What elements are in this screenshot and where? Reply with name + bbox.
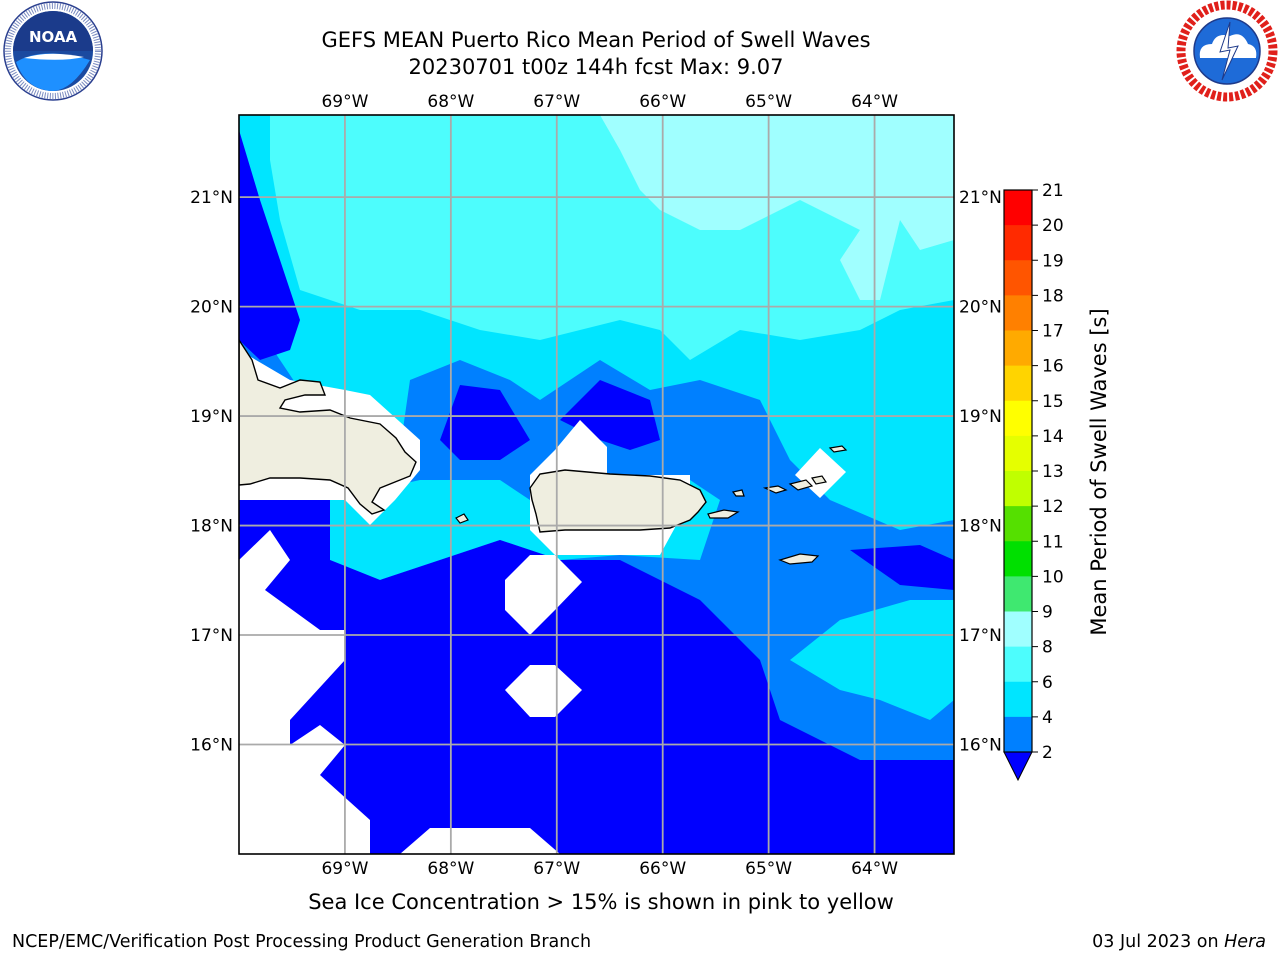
colorbar-tick-label: 19 — [1042, 251, 1064, 271]
colorbar-band — [1004, 646, 1032, 683]
lon-tick-label-top: 67°W — [533, 92, 580, 112]
map-border — [238, 114, 955, 855]
colorbar-tick-label: 10 — [1042, 567, 1064, 587]
colorbar-tick-label: 14 — [1042, 427, 1064, 447]
colorbar-tick-label: 4 — [1042, 708, 1053, 728]
lat-tick-label-right: 20°N — [959, 298, 1002, 318]
colorbar-band — [1004, 190, 1032, 226]
tortola-island — [788, 479, 814, 491]
swell-band-below-2 — [239, 500, 954, 854]
colorbar-tick-label: 16 — [1042, 357, 1064, 377]
lat-tick-label-right: 17°N — [959, 626, 1002, 646]
vieques-island — [707, 509, 740, 519]
colorbar-tick-label: 17 — [1042, 322, 1064, 342]
swell-band-4-6-east — [790, 600, 954, 720]
colorbar-band — [1004, 506, 1032, 542]
lon-tick-label-bottom: 65°W — [745, 859, 792, 879]
missing-data-south — [400, 828, 560, 854]
chart-title: GEFS MEAN Puerto Rico Mean Period of Swe… — [321, 28, 871, 52]
lon-tick-label-top: 64°W — [851, 92, 898, 112]
colorbar-band — [1004, 681, 1032, 718]
colorbar-tick-label: 11 — [1042, 532, 1064, 552]
colorbar-band — [1004, 471, 1032, 507]
colorbar-band — [1004, 295, 1032, 331]
missing-data-hole1 — [505, 555, 582, 635]
colorbar-band — [1004, 400, 1032, 437]
lon-tick-label-top: 66°W — [639, 92, 686, 112]
lon-tick-label-top: 65°W — [745, 92, 792, 112]
sea-ice-caption: Sea Ice Concentration > 15% is shown in … — [308, 890, 894, 914]
colorbar-band — [1004, 365, 1032, 402]
lat-tick-label-left: 18°N — [190, 517, 233, 537]
st-thomas-island — [762, 485, 788, 494]
colorbar-tick-label: 6 — [1042, 673, 1053, 693]
lat-tick-label-left: 16°N — [190, 736, 233, 756]
lat-tick-label-right: 18°N — [959, 517, 1002, 537]
lon-tick-label-top: 68°W — [427, 92, 474, 112]
swell-band-below-2-west — [239, 130, 300, 360]
lat-tick-label-left: 20°N — [190, 298, 233, 318]
colorbar-band — [1004, 330, 1032, 367]
colorbar-band — [1004, 541, 1032, 577]
colorbar-band — [1004, 435, 1032, 472]
isla-mona — [455, 513, 469, 524]
lon-tick-label-bottom: 66°W — [639, 859, 686, 879]
colorbar-label: Mean Period of Swell Waves [s] — [1087, 308, 1111, 635]
missing-data-hole2 — [505, 665, 582, 717]
lon-tick-label-top: 69°W — [321, 92, 368, 112]
svg-text:NOAA: NOAA — [29, 28, 78, 46]
colorbar-tick-label: 18 — [1042, 286, 1064, 306]
footer-branch: NCEP/EMC/Verification Post Processing Pr… — [12, 932, 592, 952]
colorbar-tick-label: 20 — [1042, 216, 1064, 236]
missing-data-west — [239, 530, 370, 854]
lon-tick-label-bottom: 69°W — [321, 859, 368, 879]
colorbar-band — [1004, 611, 1032, 648]
footer-date: 03 Jul 2023 on Hera — [1092, 932, 1266, 952]
lat-tick-label-left: 17°N — [190, 626, 233, 646]
lat-tick-label-left: 21°N — [190, 188, 233, 208]
st-croix-island — [778, 553, 820, 565]
lon-tick-label-bottom: 64°W — [851, 859, 898, 879]
colorbar-tick-label: 15 — [1042, 392, 1064, 412]
colorbar-under-triangle — [1003, 751, 1033, 782]
noaa-logo-icon: NOAA — [3, 1, 103, 101]
colorbar-band — [1004, 716, 1032, 753]
map-tick-labels: 69°W 69°W 68°W 68°W 67°W 67°W 66°W 66°W 65°W 65°W… — [190, 92, 1002, 879]
lon-tick-label-bottom: 68°W — [427, 859, 474, 879]
virgin-gorda-island — [811, 475, 827, 485]
colorbar-band — [1004, 260, 1032, 296]
colorbar-band — [1004, 225, 1032, 261]
colorbar-tick-label: 2 — [1042, 743, 1053, 763]
lat-tick-label-right: 21°N — [959, 188, 1002, 208]
lat-tick-label-right: 16°N — [959, 736, 1002, 756]
lat-tick-label-left: 19°N — [190, 407, 233, 427]
nws-logo-icon — [1176, 0, 1278, 102]
colorbar-tick-label: 12 — [1042, 497, 1064, 517]
footer-host: Hera — [1224, 932, 1266, 952]
swell-band-below-2-north-pr — [440, 385, 530, 460]
hispaniola-land — [239, 338, 417, 515]
culebra-island — [731, 489, 745, 497]
anegada-island — [828, 445, 848, 453]
colorbar: 21 20 19 18 17 16 15 14 13 12 11 10 9 8 6 4 2 — [1003, 181, 1064, 782]
colorbar-tick-label: 9 — [1042, 603, 1053, 623]
lon-tick-label-bottom: 67°W — [533, 859, 580, 879]
colorbar-tick-label: 21 — [1042, 181, 1064, 201]
colorbar-tick-label: 13 — [1042, 462, 1064, 482]
swell-band-below-2-east — [850, 545, 954, 590]
lat-tick-label-right: 19°N — [959, 407, 1002, 427]
swell-band-8-9 — [600, 115, 954, 300]
map-area — [239, 115, 954, 854]
map-gridlines — [239, 115, 954, 854]
chart-subtitle: 20230701 t00z 144h fcst Max: 9.07 — [408, 55, 784, 79]
footer-date-text: 03 Jul 2023 on — [1092, 932, 1219, 952]
colorbar-tick-label: 8 — [1042, 638, 1053, 658]
colorbar-band — [1004, 576, 1032, 612]
